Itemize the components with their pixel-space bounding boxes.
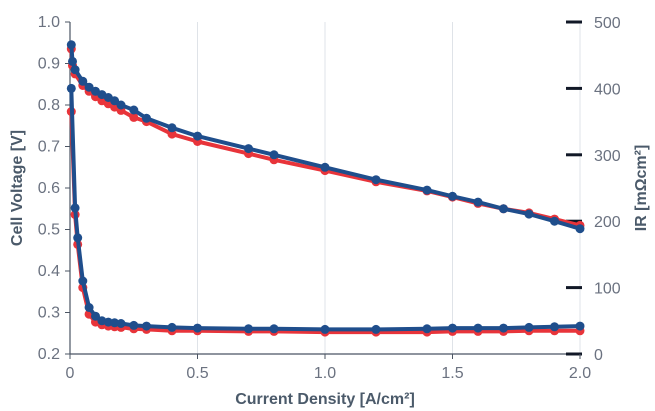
data-point [269,324,279,334]
y2-axis-title: IR [mΩcm²] [633,145,650,232]
data-point [244,324,253,334]
y2-tick-label: 200 [594,214,621,231]
data-point [550,216,559,226]
data-point [448,191,457,201]
data-point [193,131,202,141]
data-point [73,233,83,243]
data-point [70,203,80,213]
data-point [320,162,330,172]
data-point [129,320,139,330]
data-point [473,323,483,333]
y-tick-label: 0.8 [38,97,60,114]
data-point [70,65,80,75]
data-point [142,321,151,331]
data-point [78,276,88,286]
x-tick-label: 1.0 [314,365,336,382]
series-line [69,42,582,231]
x-tick-label: 2.0 [569,365,591,382]
y-tick-label: 0.2 [38,346,60,363]
y-tick-label: 0.4 [38,263,60,280]
series-line [69,109,582,335]
data-point [550,322,559,332]
data-point [575,224,585,234]
data-point [129,112,139,122]
data-point [473,197,483,207]
axes: 0.2 0.3 0.4 0.5 0.6 0.7 0.8 0.9 1.0 0 100 200 300 400… [38,14,621,382]
data-point [524,322,534,332]
data-point [116,319,126,328]
y-tick-label: 0.3 [38,305,60,322]
data-point [84,82,94,92]
x-tick-label: 1.5 [441,365,463,382]
data-point [167,123,177,133]
y2-tick-label: 500 [594,15,621,32]
data-point [244,144,253,154]
x-tick-label: 0.5 [186,365,208,382]
data-point [167,129,177,139]
y-tick-label: 0.5 [38,222,60,239]
data-point [129,105,139,115]
y-tick-label: 1.0 [38,14,60,31]
data-point [78,76,88,86]
data-point [66,40,76,50]
data-point [269,150,279,160]
y2-tick-label: 0 [594,347,603,364]
data-point [66,83,76,93]
y-tick-label: 0.7 [38,139,60,156]
series-blue-left [66,40,585,234]
data-point [84,303,94,312]
y-tick-label: 0.6 [38,180,60,197]
data-point [422,185,432,195]
data-point [116,100,126,110]
data-point [110,96,120,106]
series-blue-right [66,83,585,334]
data-point [320,324,330,334]
grid [197,22,581,354]
y-axis-title: Cell Voltage [V] [9,130,26,246]
data-point [193,323,202,333]
labels: Current Density [A/cm²] Cell Voltage [V]… [9,130,650,408]
series-red-left [66,44,585,230]
series-red-right [66,107,585,337]
series-line [69,47,582,228]
data-point [422,324,432,334]
data-point [524,209,534,219]
data-point [91,311,100,321]
data-point [167,322,177,332]
data-point [68,56,77,66]
data-point [499,323,508,333]
x-tick-label: 0 [66,365,75,382]
y2-tick-label: 100 [594,281,621,298]
data-point [448,323,457,333]
data-point [575,321,585,331]
data-point [142,113,151,123]
y2-tick-label: 400 [594,81,621,98]
data-point [371,175,381,185]
y-tick-label: 0.9 [38,56,60,73]
data-point [371,324,381,334]
x-axis-title: Current Density [A/cm²] [235,391,415,408]
data-point [499,204,508,214]
y2-tick-label: 300 [594,148,621,165]
series-group [66,40,585,337]
